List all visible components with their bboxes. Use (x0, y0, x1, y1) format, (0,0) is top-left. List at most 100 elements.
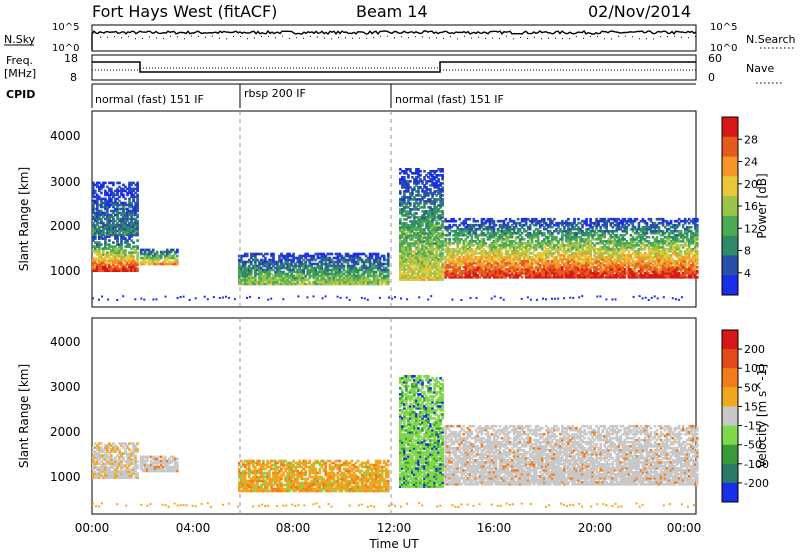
heatmap-cell (240, 274, 243, 278)
heatmap-cell (110, 203, 113, 207)
heatmap-cell (470, 235, 474, 239)
heatmap-cell (547, 240, 550, 243)
heatmap-cell (407, 224, 410, 227)
heatmap-cell (417, 234, 420, 237)
heatmap-cell (272, 274, 275, 278)
heatmap-cell (242, 266, 245, 270)
heatmap-cell (573, 225, 576, 229)
heatmap-cell (423, 230, 426, 233)
heatmap-cell (417, 268, 420, 271)
heatmap-cell (139, 252, 143, 256)
heatmap-cell (310, 264, 313, 268)
heatmap-cell (100, 183, 103, 187)
heatmap-cell (155, 252, 159, 256)
heatmap-cell (401, 180, 404, 183)
nave-tick-top: 60 (708, 52, 722, 65)
heatmap-cell (524, 242, 528, 245)
heatmap-cell (102, 257, 105, 260)
heatmap-cell (238, 282, 241, 286)
heatmap-cell (571, 231, 574, 235)
heatmap-cell (370, 264, 374, 268)
heatmap-cell (260, 280, 263, 284)
heatmap-cell (623, 233, 627, 237)
heatmap-cell (130, 261, 133, 264)
heatmap-cell (403, 226, 406, 229)
heatmap-cell (498, 262, 502, 265)
heatmap-cell (593, 221, 596, 225)
heatmap-cell (106, 259, 109, 262)
heatmap-cell (350, 268, 354, 272)
heatmap-cell (100, 243, 103, 246)
heatmap-cell (577, 231, 580, 235)
heatmap-cell (575, 262, 578, 265)
heatmap-cell (595, 231, 598, 235)
heatmap-cell (619, 266, 623, 269)
heatmap-cell (405, 202, 408, 205)
heatmap-cell (350, 266, 354, 270)
heatmap-cell (136, 203, 139, 207)
heatmap-cell (423, 272, 426, 275)
heatmap-cell (551, 233, 554, 237)
heatmap-cell (514, 262, 518, 265)
heatmap-cell (136, 259, 139, 262)
heatmap-cell (407, 260, 410, 263)
heatmap-cell (484, 256, 488, 259)
heatmap-cell (352, 272, 356, 276)
heatmap-cell (534, 272, 538, 275)
heatmap-cell (635, 229, 639, 233)
heatmap-cell (100, 229, 103, 233)
heatmap-cell (399, 244, 402, 247)
heatmap-cell (120, 203, 123, 207)
heatmap-cell (551, 235, 554, 239)
heatmap-cell (399, 202, 402, 205)
heatmap-cell (545, 227, 548, 231)
heatmap-cell (541, 262, 544, 265)
heatmap-cell (429, 214, 432, 217)
heatmap-cell (312, 272, 316, 276)
heatmap-cell (405, 206, 408, 209)
heatmap-cell (571, 223, 574, 227)
heatmap-cell (629, 238, 633, 241)
heatmap-cell (462, 223, 466, 227)
heatmap-cell (417, 188, 420, 191)
heatmap-cell (252, 252, 255, 256)
heatmap-cell (164, 260, 167, 264)
heatmap-cell (439, 182, 442, 185)
heatmap-cell (427, 226, 430, 229)
heatmap-cell (617, 260, 621, 263)
heatmap-cell (619, 240, 623, 243)
heatmap-cell (437, 236, 440, 239)
heatmap-cell (450, 229, 453, 233)
heatmap-cell (450, 250, 453, 253)
heatmap-cell (617, 258, 621, 261)
heatmap-cell (633, 256, 637, 259)
heatmap-cell (126, 255, 129, 258)
heatmap-cell (262, 254, 265, 258)
heatmap-cell (629, 254, 633, 257)
heatmap-cell (504, 248, 508, 251)
heatmap-cell (419, 178, 422, 181)
heatmap-cell (641, 266, 645, 269)
heatmap-cell (551, 260, 554, 263)
heatmap-cell (411, 230, 414, 233)
heatmap-cell (354, 276, 358, 280)
heatmap-cell (427, 234, 430, 237)
heatmap-cell (403, 222, 406, 225)
heatmap-cell (446, 260, 449, 263)
freq-label: Freq. (6, 54, 33, 67)
heatmap-cell (238, 266, 241, 270)
heatmap-cell (492, 250, 496, 253)
heatmap-cell (458, 276, 461, 279)
heatmap-cell (581, 233, 584, 237)
heatmap-cell (423, 220, 426, 223)
heatmap-cell (498, 238, 502, 241)
heatmap-cell (500, 229, 504, 233)
heatmap-cell (411, 214, 414, 217)
heatmap-cell (599, 264, 602, 267)
heatmap-cell (415, 168, 418, 171)
heatmap-cell (276, 268, 279, 272)
heatmap-cell (456, 246, 459, 249)
heatmap-cell (100, 221, 103, 225)
heatmap-cell (587, 227, 590, 231)
heatmap-cell (153, 262, 157, 266)
